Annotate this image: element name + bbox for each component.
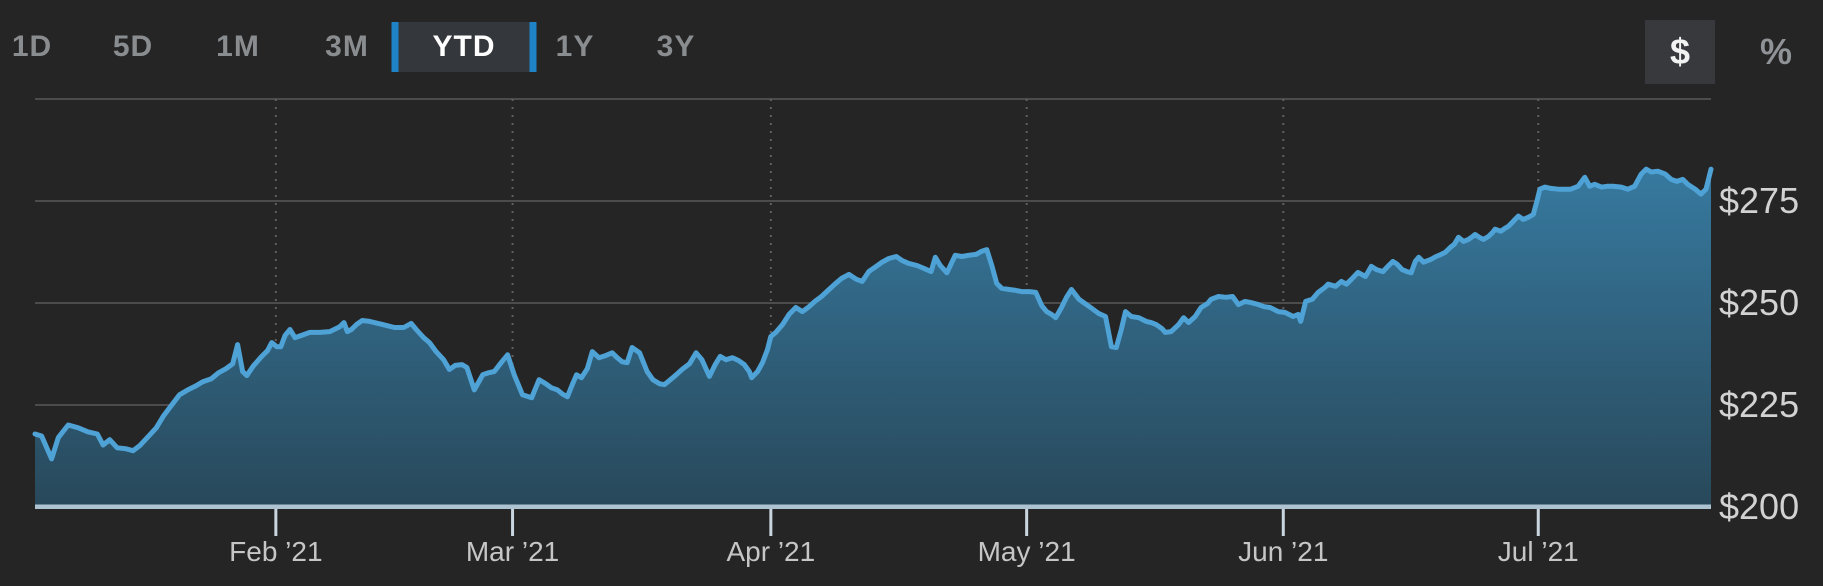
x-tick-label: Apr ’21	[726, 536, 815, 567]
percent-toggle-button[interactable]: %	[1759, 31, 1792, 72]
y-tick-label: $225	[1719, 384, 1799, 425]
x-tick-mark	[769, 509, 773, 536]
tab-ytd[interactable]: YTD	[391, 22, 537, 72]
y-tick-label: $200	[1719, 486, 1799, 527]
x-tick-label: Feb ’21	[229, 536, 322, 567]
x-tick-mark	[1025, 509, 1029, 536]
x-tick-label: Jun ’21	[1238, 536, 1328, 567]
tab-1m[interactable]: 1M	[216, 30, 260, 63]
x-tick-mark	[1281, 509, 1285, 536]
tab-5d[interactable]: 5D	[112, 30, 154, 63]
x-axis-line	[35, 504, 1711, 509]
price-line	[32, 166, 1714, 462]
area-fill	[35, 169, 1711, 507]
tab-3y[interactable]: 3Y	[656, 30, 696, 63]
y-tick-label: $275	[1719, 180, 1799, 221]
x-tick-label: May ’21	[978, 536, 1076, 567]
tab-1d[interactable]: 1D	[11, 30, 53, 63]
x-tick-mark	[274, 509, 278, 536]
x-tick-label: Jul ’21	[1498, 536, 1579, 567]
tab-3m[interactable]: 3M	[325, 30, 369, 63]
y-tick-label: $250	[1719, 282, 1799, 323]
dollar-toggle-button[interactable]: $	[1645, 20, 1715, 84]
x-tick-mark	[511, 509, 515, 536]
x-tick-mark	[1536, 509, 1540, 536]
x-tick-label: Mar ’21	[466, 536, 559, 567]
tab-1y[interactable]: 1Y	[555, 30, 595, 63]
chart-toolbar: 1D 5D 1M 3M YTD 1Y 3Y $ %	[0, 0, 1823, 92]
